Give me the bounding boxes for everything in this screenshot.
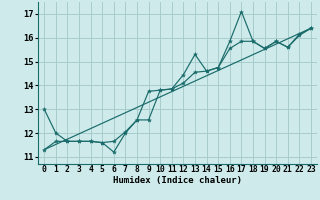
X-axis label: Humidex (Indice chaleur): Humidex (Indice chaleur) [113,176,242,185]
